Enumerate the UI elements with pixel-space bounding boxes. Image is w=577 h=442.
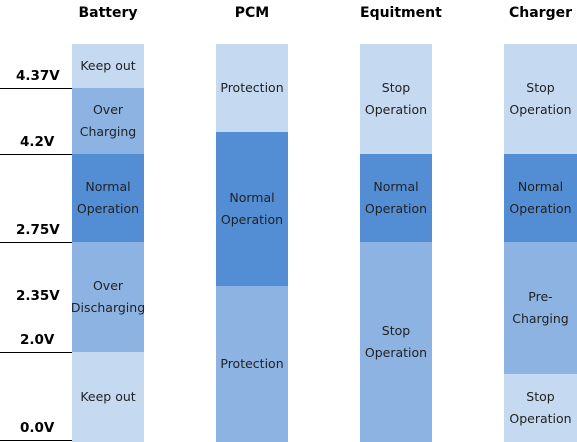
battery-segment-over-discharging: Over Discharging — [71, 242, 145, 352]
voltage-line-2-75v — [0, 242, 72, 243]
battery-segment-keep-out-bottom: Keep out — [72, 352, 144, 442]
charger-segment-stop-operation-top: Stop Operation — [504, 44, 577, 154]
battery-segment-over-charging: Over Charging — [72, 88, 144, 154]
pcm-segment-protection-bottom: Protection — [216, 286, 288, 442]
equipment-segment-stop-operation-bottom: Stop Operation — [360, 242, 432, 442]
column-header-battery: Battery — [78, 5, 138, 21]
voltage-line-0-0v — [0, 440, 72, 441]
voltage-line-4-2v — [0, 154, 72, 155]
pcm-segment-normal-operation: Normal Operation — [216, 132, 288, 286]
pcm-segment-protection-top: Protection — [216, 44, 288, 132]
charger-segment-pre-charging: Pre- Charging — [504, 242, 577, 374]
voltage-label-2-35v: 2.35V — [16, 288, 60, 304]
charger-segment-normal-operation: Normal Operation — [504, 154, 577, 242]
equipment-segment-stop-operation-top: Stop Operation — [360, 44, 432, 154]
voltage-line-2-0v — [0, 352, 72, 353]
column-header-equipment: Equitment — [360, 5, 442, 21]
charger-segment-stop-operation-bottom: Stop Operation — [504, 374, 577, 442]
voltage-label-4-37v: 4.37V — [16, 68, 60, 84]
column-header-charger: Charger — [508, 5, 572, 21]
voltage-label-2-75v: 2.75V — [16, 222, 60, 238]
voltage-label-0-0v: 0.0V — [20, 420, 55, 436]
voltage-line-4-37v — [0, 88, 72, 89]
voltage-label-2-0v: 2.0V — [20, 332, 55, 348]
battery-segment-keep-out-top: Keep out — [72, 44, 144, 88]
column-header-pcm: PCM — [234, 5, 270, 21]
equipment-segment-normal-operation: Normal Operation — [360, 154, 432, 242]
battery-segment-normal-operation: Normal Operation — [72, 154, 144, 242]
voltage-label-4-2v: 4.2V — [20, 134, 55, 150]
